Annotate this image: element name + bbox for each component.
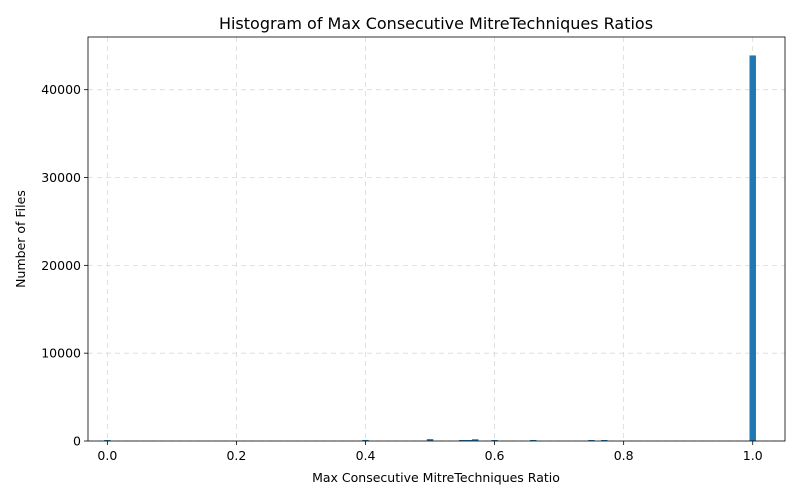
histogram-bar <box>530 440 537 441</box>
x-tick-label: 1.0 <box>743 448 763 463</box>
histogram-bar <box>465 440 472 441</box>
x-tick-label: 0.4 <box>356 448 376 463</box>
y-tick-label: 20000 <box>41 258 81 273</box>
x-tick-label: 0.6 <box>485 448 505 463</box>
x-axis-label: Max Consecutive MitreTechniques Ratio <box>312 470 560 485</box>
histogram-bar <box>471 439 479 441</box>
y-tick-label: 30000 <box>41 170 81 185</box>
histogram-bar <box>104 440 111 441</box>
histogram-bar <box>588 440 595 441</box>
y-tick-label: 40000 <box>41 82 81 97</box>
x-tick-label: 0.8 <box>614 448 634 463</box>
x-axis-ticks: 0.0 0.2 0.4 0.6 0.8 1.0 <box>97 441 763 463</box>
histogram-bar <box>426 439 434 441</box>
grid <box>88 37 785 442</box>
y-axis-label: Number of Files <box>13 190 28 288</box>
histogram-bar <box>601 440 608 441</box>
histogram-bar <box>459 440 466 441</box>
y-tick-label: 10000 <box>41 346 81 361</box>
bars <box>104 55 756 441</box>
histogram-bar <box>491 440 498 441</box>
x-tick-label: 0.0 <box>97 448 117 463</box>
y-axis-ticks: 0 10000 20000 30000 40000 <box>41 82 88 449</box>
histogram-bar <box>749 55 756 441</box>
chart-title: Histogram of Max Consecutive MitreTechni… <box>219 14 653 33</box>
y-tick-label: 0 <box>73 434 81 449</box>
plot-frame <box>87 36 786 442</box>
x-tick-label: 0.2 <box>226 448 246 463</box>
histogram-bar <box>362 439 369 441</box>
